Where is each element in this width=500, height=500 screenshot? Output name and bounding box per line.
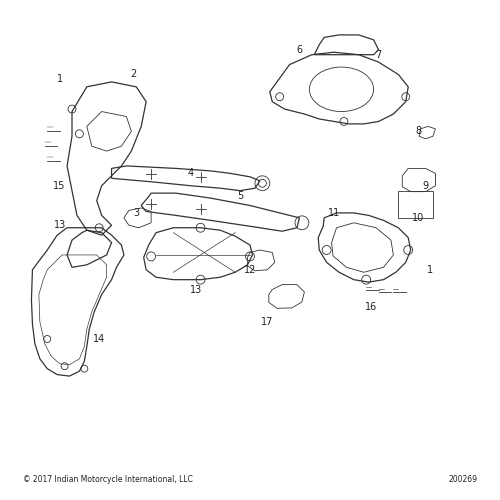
- Text: 15: 15: [54, 180, 66, 190]
- Text: 5: 5: [237, 190, 243, 200]
- Text: 16: 16: [365, 302, 378, 312]
- Text: 9: 9: [422, 180, 428, 190]
- Text: 7: 7: [376, 50, 382, 59]
- Text: 3: 3: [133, 208, 140, 218]
- Text: 12: 12: [244, 265, 256, 275]
- Text: 13: 13: [190, 284, 202, 294]
- Text: 200269: 200269: [448, 476, 478, 484]
- Text: 2: 2: [130, 70, 137, 80]
- Text: 1: 1: [428, 265, 434, 275]
- Text: 8: 8: [415, 126, 421, 136]
- Text: 4: 4: [188, 168, 194, 178]
- Text: 6: 6: [296, 45, 302, 54]
- Text: © 2017 Indian Motorcycle International, LLC: © 2017 Indian Motorcycle International, …: [22, 476, 192, 484]
- Text: 17: 17: [261, 316, 274, 326]
- Text: 1: 1: [56, 74, 62, 85]
- Text: 10: 10: [412, 213, 424, 223]
- Text: 11: 11: [328, 208, 340, 218]
- Text: 14: 14: [93, 334, 106, 344]
- Text: 13: 13: [54, 220, 66, 230]
